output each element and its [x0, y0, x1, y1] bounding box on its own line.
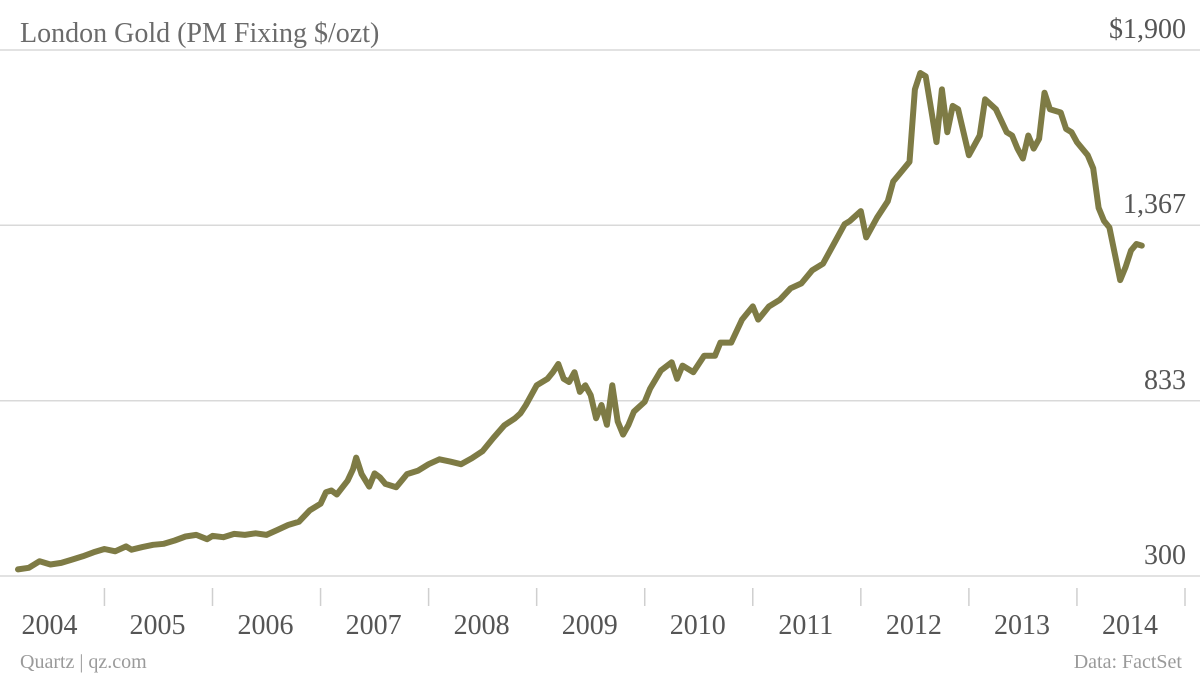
- x-tick-label: 2006: [238, 610, 294, 641]
- y-tick-label: 833: [1144, 365, 1186, 396]
- x-tick-label: 2007: [346, 610, 402, 641]
- x-tick-label: 2009: [562, 610, 618, 641]
- x-axis-ticks: [103, 588, 1186, 606]
- y-axis-tick-labels: $1,900 1,367 833 300: [1109, 14, 1186, 571]
- x-axis-tick-labels: 2004 2005 2006 2007 2008 2009 2010 2011 2012 2013…: [21, 610, 1158, 641]
- footer-source-left: Quartz | qz.com: [20, 651, 147, 673]
- x-tick-label: 2008: [454, 610, 510, 641]
- x-tick-label: 2011: [778, 610, 833, 641]
- x-tick-label: 2012: [886, 610, 942, 641]
- y-tick-label: $1,900: [1109, 14, 1186, 45]
- grid-lines: [0, 49, 1200, 577]
- x-tick-label: 2010: [670, 610, 726, 641]
- y-tick-label: 1,367: [1123, 189, 1186, 220]
- x-tick-label: 2004: [21, 610, 77, 641]
- series-layer: [15, 70, 1145, 573]
- series-line-gold: [15, 70, 1145, 573]
- x-tick-label: 2014: [1102, 610, 1158, 641]
- x-tick-label: 2013: [994, 610, 1050, 641]
- chart-title: London Gold (PM Fixing $/ozt): [20, 18, 379, 49]
- x-tick-label: 2005: [130, 610, 186, 641]
- footer-source-right: Data: FactSet: [1074, 651, 1183, 673]
- y-tick-label: 300: [1144, 540, 1186, 571]
